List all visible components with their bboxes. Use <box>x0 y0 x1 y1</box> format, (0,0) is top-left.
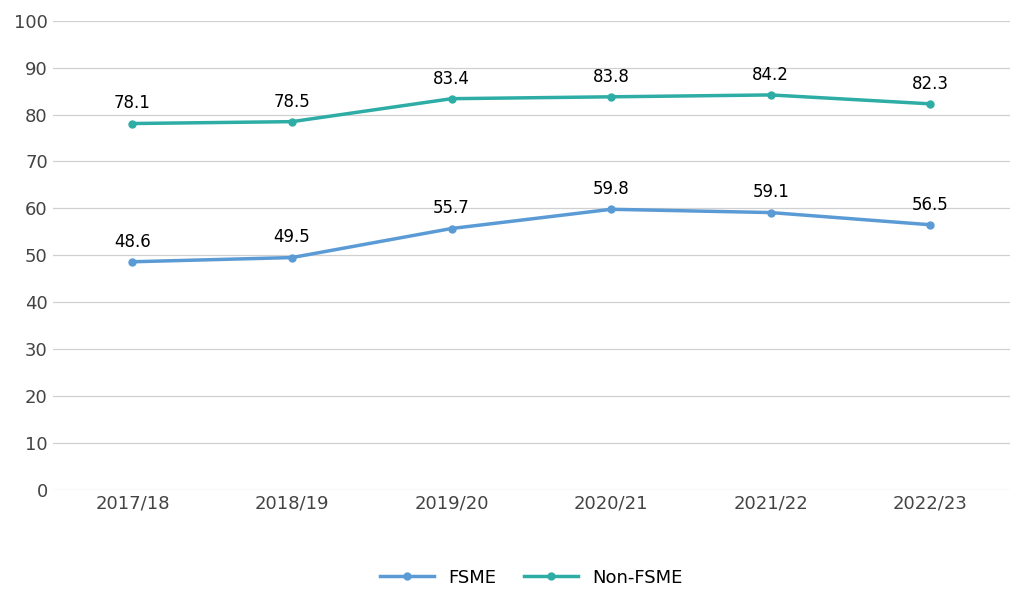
Non-FSME <box>286 118 298 125</box>
Non-FSME <box>765 91 777 99</box>
Text: 82.3: 82.3 <box>911 75 949 93</box>
Text: 83.4: 83.4 <box>433 70 470 88</box>
Text: 83.8: 83.8 <box>593 67 630 86</box>
FSME <box>286 254 298 261</box>
Text: 49.5: 49.5 <box>273 229 310 247</box>
Text: 78.5: 78.5 <box>273 93 310 110</box>
Text: 59.8: 59.8 <box>593 180 630 198</box>
FSME <box>765 209 777 216</box>
FSME <box>605 206 617 213</box>
Legend: FSME, Non-FSME: FSME, Non-FSME <box>371 559 692 596</box>
Text: 78.1: 78.1 <box>114 94 151 112</box>
Text: 55.7: 55.7 <box>433 199 470 217</box>
Text: 48.6: 48.6 <box>114 233 151 251</box>
Non-FSME <box>126 120 138 127</box>
Non-FSME <box>925 100 937 107</box>
Non-FSME <box>445 95 458 102</box>
Text: 56.5: 56.5 <box>912 196 948 214</box>
Text: 59.1: 59.1 <box>753 183 790 201</box>
FSME <box>445 225 458 232</box>
FSME <box>925 221 937 228</box>
Text: 84.2: 84.2 <box>753 66 790 84</box>
Non-FSME <box>605 93 617 100</box>
Line: Non-FSME: Non-FSME <box>129 91 934 127</box>
Line: FSME: FSME <box>129 206 934 265</box>
FSME <box>126 258 138 265</box>
